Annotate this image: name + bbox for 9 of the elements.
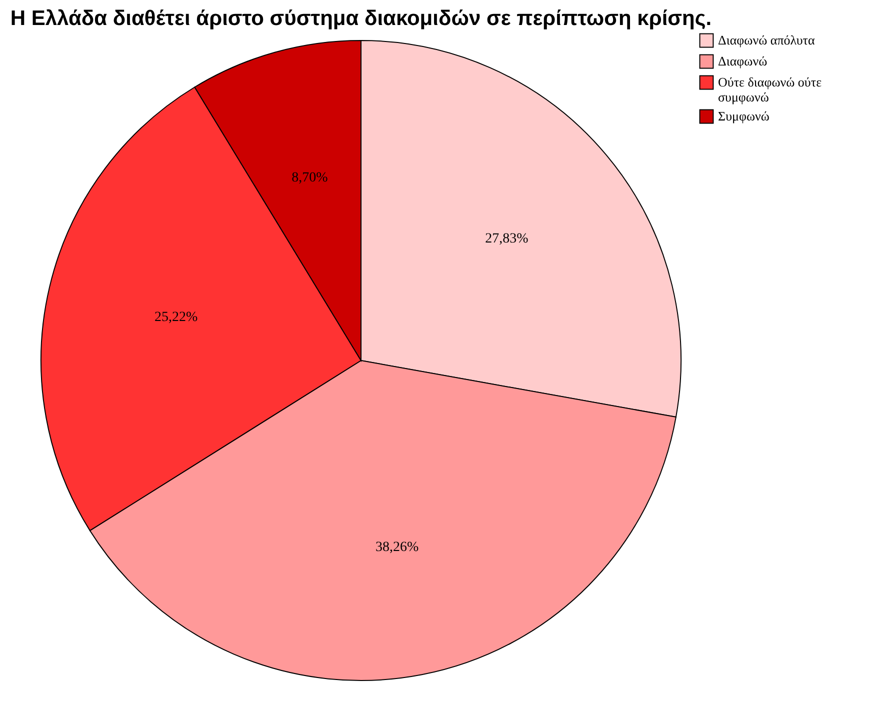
data-label: 8,70% bbox=[292, 170, 328, 186]
legend-label: Συμφωνώ bbox=[718, 108, 770, 124]
legend-label: Διαφωνώ bbox=[718, 54, 768, 68]
data-label: 25,22% bbox=[154, 310, 198, 325]
legend-label: Ούτε διαφωνώ ούτε συμφωνώ bbox=[718, 74, 822, 104]
data-label: 27,83% bbox=[485, 232, 529, 247]
chart-title: Η Ελλάδα διαθέτει άριστο σύστημα διακομιδών σε περίπτωση κρίσης. bbox=[10, 7, 712, 30]
legend-label: Διαφωνώ απόλυτα bbox=[718, 32, 816, 48]
data-label: 38,26% bbox=[376, 540, 420, 556]
